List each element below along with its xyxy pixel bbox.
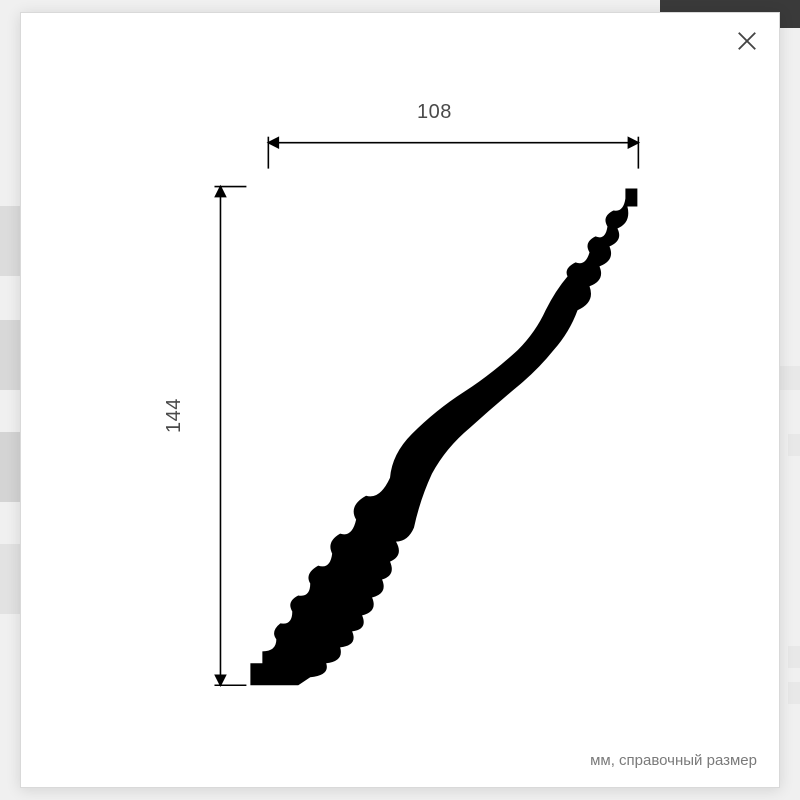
diagram-modal: 108 144 мм, справочный размер [20, 12, 780, 788]
dimension-width-label: 108 [417, 101, 452, 124]
profile-shape [250, 189, 637, 686]
dimension-height-label: 144 [163, 398, 186, 433]
technical-diagram [21, 13, 779, 787]
dimension-vertical [214, 187, 246, 686]
diagram-footnote: мм, справочный размер [590, 752, 757, 769]
dimension-horizontal [268, 137, 638, 169]
diagram-svg [21, 13, 779, 787]
